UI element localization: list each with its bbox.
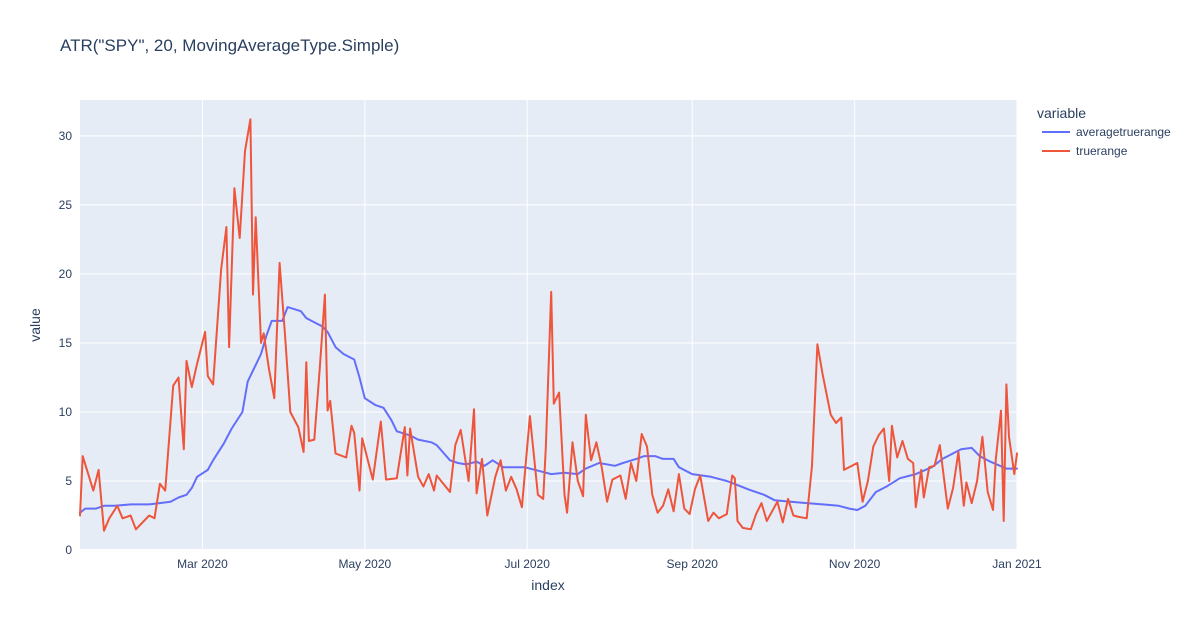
x-tick-label: Jul 2020 <box>505 557 551 571</box>
legend-item-truerange[interactable]: truerange <box>1042 144 1128 158</box>
y-tick-label: 30 <box>59 129 73 143</box>
legend[interactable]: variable averagetruerange truerange <box>1037 105 1171 158</box>
series-lines <box>79 118 1018 532</box>
x-tick-label: Nov 2020 <box>829 557 881 571</box>
y-tick-label: 0 <box>65 543 72 557</box>
y-tick-label: 10 <box>59 405 73 419</box>
y-axis-ticks: 0 5 10 15 20 25 30 <box>59 129 73 557</box>
legend-items[interactable]: averagetruerange truerange <box>1042 125 1171 158</box>
y-tick-label: 25 <box>59 198 73 212</box>
legend-item-averagetruerange[interactable]: averagetruerange <box>1042 125 1171 139</box>
plot-background <box>80 100 1017 550</box>
legend-label: truerange <box>1076 144 1128 158</box>
x-tick-label: Sep 2020 <box>667 557 719 571</box>
y-tick-label: 5 <box>65 474 72 488</box>
y-tick-label: 20 <box>59 267 73 281</box>
x-axis-ticks: Mar 2020 May 2020 Jul 2020 Sep 2020 Nov 2020… <box>177 557 1042 571</box>
series-line-truerange[interactable] <box>79 118 1018 532</box>
x-tick-label: Jan 2021 <box>992 557 1042 571</box>
chart-title: ATR("SPY", 20, MovingAverageType.Simple) <box>60 36 399 55</box>
y-tick-label: 15 <box>59 336 73 350</box>
legend-title: variable <box>1037 105 1086 121</box>
x-axis-title: index <box>531 577 564 593</box>
x-tick-label: May 2020 <box>338 557 391 571</box>
x-tick-label: Mar 2020 <box>177 557 228 571</box>
legend-label: averagetruerange <box>1076 125 1171 139</box>
y-axis-title: value <box>27 308 43 342</box>
